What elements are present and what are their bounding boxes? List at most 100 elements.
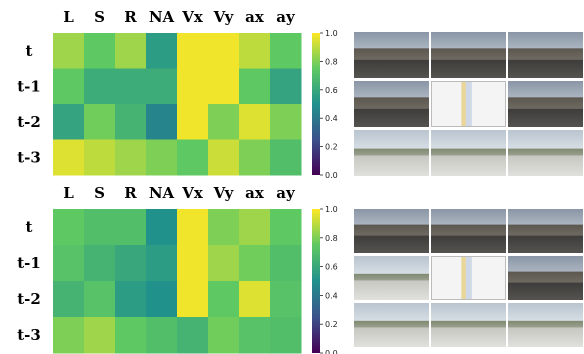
heatmap-cell (270, 281, 302, 318)
heatmap-cell (177, 33, 209, 69)
column-label: ay (276, 8, 296, 26)
colorbar-tick-label: 0.0 (325, 171, 338, 180)
heatmap-cell (239, 104, 271, 140)
heatmap-cell (270, 33, 302, 69)
camera-thumbnail (354, 130, 429, 176)
row-label: t-1 (17, 77, 41, 95)
heatmap-cell (84, 68, 116, 105)
heatmap-cell (146, 317, 178, 354)
heatmap-cell (53, 317, 85, 354)
camera-thumbnail (508, 303, 583, 347)
heatmap-cell (146, 68, 178, 105)
photo-fill (431, 81, 506, 127)
colorbar-gradient (312, 209, 320, 353)
colorbar-tick-label: 0.0 (325, 349, 338, 354)
camera-thumbnail (508, 81, 583, 127)
heatmap-cell (177, 68, 209, 105)
heatmap-cell (177, 317, 209, 354)
heatmap-cell (239, 245, 271, 282)
photo-fill (354, 32, 429, 78)
heatmap-cell (146, 245, 178, 282)
photo-fill (354, 256, 429, 300)
photo-fill (431, 256, 506, 300)
colorbar-tick-label: 0.6 (325, 86, 338, 95)
heatmap-cell (177, 139, 209, 176)
heatmap-cell (270, 209, 302, 246)
heatmap-cell (270, 104, 302, 140)
heatmap-1: L S R NA Vx Vy ax ay t t-1 t-2 t-3 0.0 0.2 0.4 0.6 0.8 1.… (17, 8, 338, 180)
heatmap-cell (177, 209, 209, 246)
heatmap-cell (270, 317, 302, 354)
photo-fill (431, 32, 506, 78)
colorbar-tick-label: 0.4 (325, 291, 338, 300)
heatmap-cell (115, 139, 147, 176)
heatmap-cell (115, 317, 147, 354)
camera-thumbnail (431, 303, 506, 347)
colorbar-gradient (312, 33, 320, 175)
column-label: Vx (181, 184, 204, 202)
photo-fill (431, 303, 506, 347)
heatmap-cell (53, 281, 85, 318)
heatmap-cell (115, 33, 147, 69)
heatmap-cell (53, 139, 85, 176)
heatmap-cell (270, 68, 302, 105)
heatmap-cell (208, 68, 240, 105)
heatmap-2: L S R NA Vx Vy ax ay t t-1 t-2 t-3 0.0 0.2 0.4 0.6 0.8 1.… (17, 184, 338, 354)
heatmap-cell (208, 104, 240, 140)
heatmap-cell (53, 33, 85, 69)
column-label: L (63, 8, 74, 26)
colorbar-tick-label: 0.8 (325, 234, 338, 243)
column-label: ay (276, 184, 296, 202)
column-label: R (124, 184, 137, 202)
heatmap-cell (115, 245, 147, 282)
heatmap-cell (208, 317, 240, 354)
heatmap-cell (84, 317, 116, 354)
camera-thumbnail (354, 303, 429, 347)
heatmap-cell (208, 245, 240, 282)
heatmap-cell (53, 245, 85, 282)
camera-thumbnail (354, 81, 429, 127)
heatmap-cell (84, 104, 116, 140)
heatmap-cell (208, 139, 240, 176)
heatmap-cell (208, 33, 240, 69)
heatmap-cell (115, 68, 147, 105)
photo-fill (354, 209, 429, 253)
heatmap-cell (146, 139, 178, 176)
heatmap-cell (84, 33, 116, 69)
heatmap-cell (239, 139, 271, 176)
camera-thumbnail (354, 209, 429, 253)
colorbar: 0.0 0.2 0.4 0.6 0.8 1.0 (312, 29, 338, 180)
heatmap-cell (239, 209, 271, 246)
photo-fill (431, 209, 506, 253)
photo-fill (508, 32, 583, 78)
column-label: Vy (213, 8, 235, 26)
camera-thumbnail (431, 32, 506, 78)
heatmap-cell (270, 139, 302, 176)
photo-fill (354, 303, 429, 347)
heatmap-cell (84, 209, 116, 246)
heatmap-cell (146, 33, 178, 69)
heatmap-cell (270, 245, 302, 282)
row-label: t-3 (17, 326, 41, 344)
column-label: Vx (181, 8, 204, 26)
heatmap-cell (208, 281, 240, 318)
camera-thumbnail (508, 32, 583, 78)
column-label: NA (149, 8, 175, 26)
photo-fill (508, 303, 583, 347)
heatmap-cell (115, 209, 147, 246)
camera-thumbnail (431, 130, 506, 176)
map-thumbnail (431, 256, 506, 300)
heatmap-cell (177, 245, 209, 282)
photo-fill (354, 81, 429, 127)
row-label: t (26, 218, 33, 236)
heatmap-cell (239, 281, 271, 318)
photo-fill (508, 81, 583, 127)
colorbar-tick-label: 0.2 (325, 143, 338, 152)
heatmap-cell (53, 68, 85, 105)
heatmap-cell (115, 281, 147, 318)
heatmap-cell (146, 104, 178, 140)
heatmap-cell (84, 245, 116, 282)
heatmap-cell (239, 33, 271, 69)
camera-thumbnail (431, 209, 506, 253)
